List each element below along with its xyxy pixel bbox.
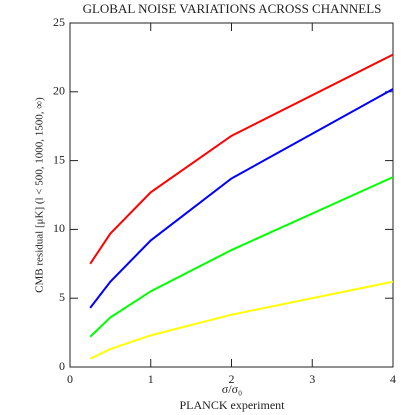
y-tick-label: 5	[59, 290, 65, 304]
y-tick-label: 0	[59, 359, 65, 373]
series-line	[89, 176, 394, 338]
x-axis-label: σ/σ₀	[222, 382, 242, 396]
y-axis-label: CMB residual [μK] (l < 500, 1000, 1500, …	[34, 97, 46, 293]
x-tick-label: 3	[309, 372, 315, 386]
y-tick-label: 15	[53, 152, 65, 166]
series-line	[89, 88, 394, 309]
y-tick-label: 20	[53, 84, 65, 98]
x-tick-label: 4	[390, 372, 396, 386]
series-line	[89, 280, 394, 360]
x-tick-label: 0	[67, 372, 73, 386]
x-tick-label: 2	[229, 372, 235, 386]
chart-title: GLOBAL NOISE VARIATIONS ACROSS CHANNELS	[83, 1, 382, 16]
series-line	[89, 53, 394, 265]
y-tick-label: 25	[53, 15, 65, 29]
x-tick-label: 1	[148, 372, 154, 386]
subtitle: PLANCK experiment	[180, 398, 286, 412]
y-tick-label: 10	[53, 221, 65, 235]
